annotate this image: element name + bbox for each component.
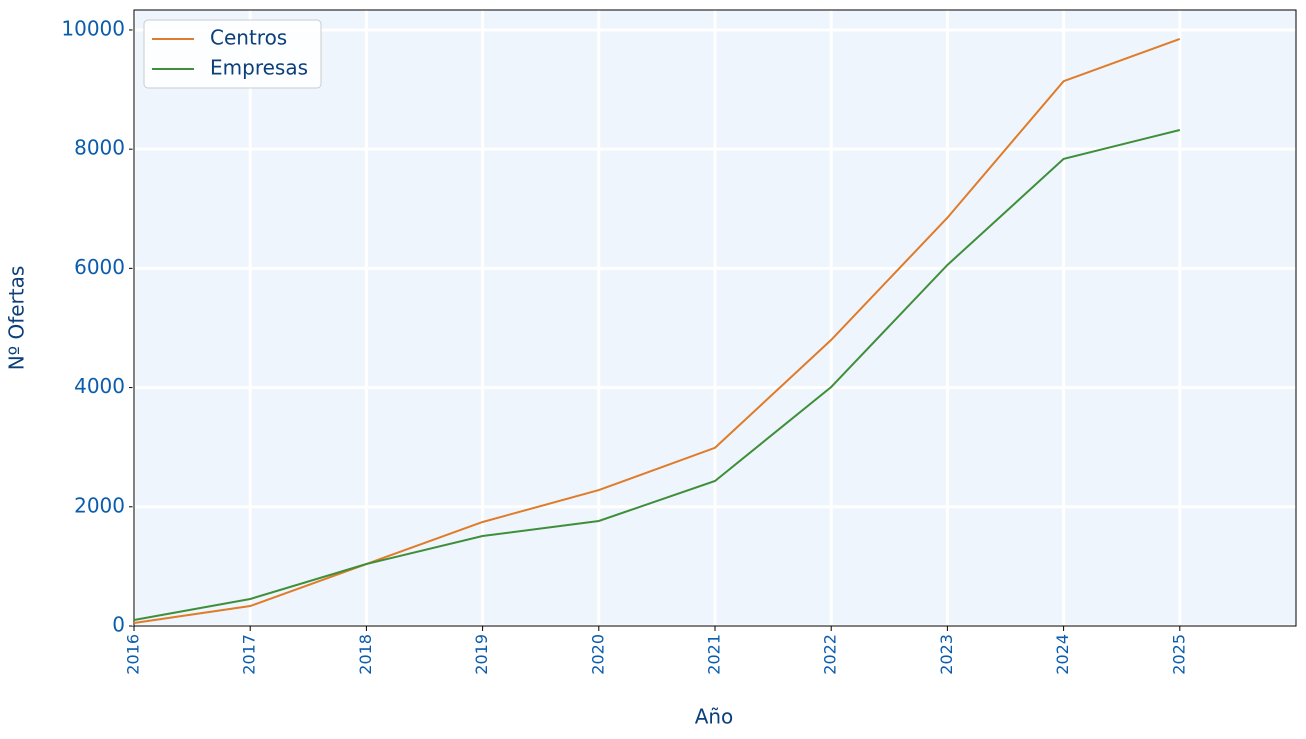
x-tick-label: 2025 <box>1169 634 1188 675</box>
x-tick-label: 2020 <box>588 634 607 675</box>
x-tick-label: 2024 <box>1053 634 1072 675</box>
x-axis-label: Año <box>695 705 734 729</box>
y-axis-label: Nº Ofertas <box>5 266 29 371</box>
x-tick-label: 2019 <box>472 634 491 675</box>
y-tick-label: 2000 <box>74 493 125 517</box>
line <box>133 37 1181 625</box>
plot-frame <box>133 9 1297 627</box>
y-tick-label: 0 <box>112 613 125 637</box>
legend-label: Empresas <box>210 56 308 80</box>
legend-label: Centros <box>210 26 287 50</box>
y-tick-label: 6000 <box>74 255 125 279</box>
legend-box <box>143 19 322 89</box>
y-tick-label: 10000 <box>61 16 125 40</box>
x-tick-label: 2018 <box>356 634 375 675</box>
x-tick-label: 2022 <box>821 634 840 675</box>
x-tick-label: 2023 <box>937 634 956 675</box>
x-tick-label: 2017 <box>240 634 259 675</box>
x-tick-label: 2021 <box>705 634 724 675</box>
y-tick-label: 4000 <box>74 374 125 398</box>
x-tick-label: 2016 <box>124 634 143 675</box>
line <box>133 129 1181 622</box>
y-tick-label: 8000 <box>74 136 125 160</box>
